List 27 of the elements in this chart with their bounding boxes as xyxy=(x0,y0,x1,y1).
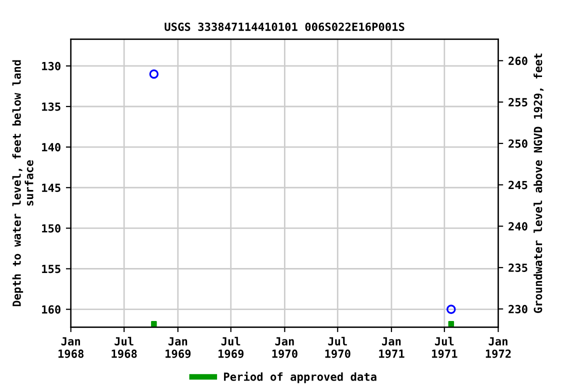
y2-tick-label: 245 xyxy=(508,180,528,190)
y-tick-label: 130 xyxy=(42,62,60,70)
legend-label: Period of approved data xyxy=(224,372,376,384)
y-tick-label: 155 xyxy=(42,264,60,274)
y-axis-title: Depth to water level, feet below land surface xyxy=(12,60,34,306)
x-tick-label: Jul 1970 xyxy=(325,336,350,358)
y2-tick-label: 240 xyxy=(508,222,528,231)
x-tick-label: Jul 1968 xyxy=(112,336,137,358)
y2-tick-label: 260 xyxy=(508,56,528,66)
y-tick-label: 140 xyxy=(42,143,60,152)
x-tick-label: Jan 1968 xyxy=(58,337,84,358)
chart-title: USGS 333847114410101 006S022E16P001S xyxy=(164,22,404,32)
x-tick-label: Jan 1970 xyxy=(272,337,298,358)
y2-axis-title: Groundwater level above NGVD 1929, feet xyxy=(534,54,544,313)
y2-tick-label: 255 xyxy=(508,98,528,106)
y-tick-label: 145 xyxy=(42,184,60,192)
y-tick-label: 160 xyxy=(42,305,60,314)
y2-tick-label: 235 xyxy=(508,264,528,272)
x-tick-label: Jan 1971 xyxy=(379,337,404,358)
y2-tick-label: 230 xyxy=(508,304,528,314)
x-tick-label: Jul 1969 xyxy=(218,336,244,358)
x-tick-label: Jul 1971 xyxy=(432,336,458,358)
y2-tick-label: 250 xyxy=(508,139,528,148)
x-tick-label: Jan 1969 xyxy=(166,337,191,358)
y-tick-label: 150 xyxy=(42,224,60,233)
y-tick-label: 135 xyxy=(42,102,60,111)
x-tick-label: Jan 1972 xyxy=(486,337,511,358)
